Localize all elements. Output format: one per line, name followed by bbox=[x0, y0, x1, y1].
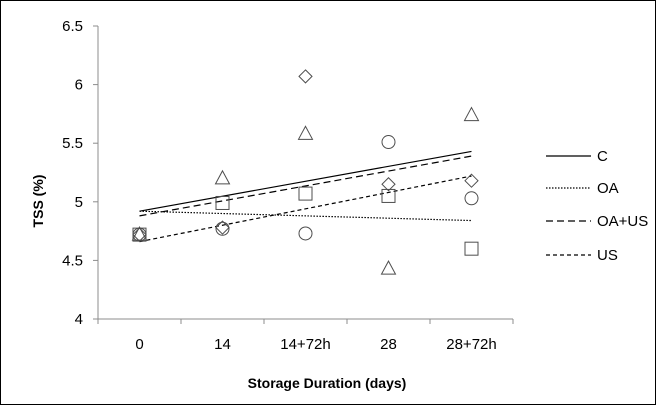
axes: 4 4.5 5 5.5 6 6.5 0 14 14+72h 28 28+72h bbox=[62, 18, 514, 353]
data-point-oa bbox=[215, 221, 230, 236]
data-point-us bbox=[131, 226, 148, 241]
trend-line-oa bbox=[139, 210, 472, 222]
data-point-oa-us bbox=[464, 241, 479, 256]
data-point-oa bbox=[464, 191, 479, 206]
legend-label: C bbox=[597, 148, 608, 165]
x-tick-label: 14+72h bbox=[280, 336, 330, 353]
legend-label: OA+US bbox=[597, 213, 648, 230]
y-tick-label: 4.5 bbox=[62, 252, 83, 269]
y-tick-label: 6 bbox=[75, 77, 83, 94]
y-tick-label: 5.5 bbox=[62, 135, 83, 152]
data-point-oa bbox=[298, 226, 313, 241]
data-point-us bbox=[214, 169, 231, 185]
data-points bbox=[131, 69, 480, 275]
data-point-oa-us bbox=[215, 195, 230, 210]
data-point-c bbox=[464, 173, 479, 188]
y-tick-label: 5 bbox=[75, 194, 83, 211]
x-tick-label: 28+72h bbox=[446, 336, 496, 353]
data-point-oa-us bbox=[298, 186, 313, 201]
legend-label: US bbox=[597, 247, 618, 264]
trend-line-c bbox=[139, 150, 472, 212]
data-point-c bbox=[381, 177, 396, 192]
trend-line-us bbox=[139, 175, 472, 243]
legend-label: OA bbox=[597, 180, 619, 197]
x-tick-label: 14 bbox=[214, 336, 231, 353]
trend-lines bbox=[139, 150, 472, 243]
x-tick-label: 28 bbox=[380, 336, 397, 353]
data-point-us bbox=[297, 125, 314, 140]
x-axis-title: Storage Duration (days) bbox=[248, 375, 407, 391]
data-point-c bbox=[215, 220, 230, 235]
x-tick-label: 0 bbox=[135, 336, 143, 353]
y-axis-title: TSS (%) bbox=[30, 175, 46, 228]
data-point-c bbox=[298, 69, 313, 84]
data-point-us bbox=[463, 106, 480, 122]
legend: C OA OA+US US bbox=[546, 148, 648, 264]
y-tick-label: 4 bbox=[75, 311, 83, 328]
data-point-us bbox=[380, 260, 397, 275]
data-point-oa-us bbox=[381, 188, 396, 203]
y-tick-label: 6.5 bbox=[62, 18, 83, 35]
data-point-oa bbox=[381, 135, 396, 150]
trend-line-oa-us bbox=[139, 155, 472, 217]
